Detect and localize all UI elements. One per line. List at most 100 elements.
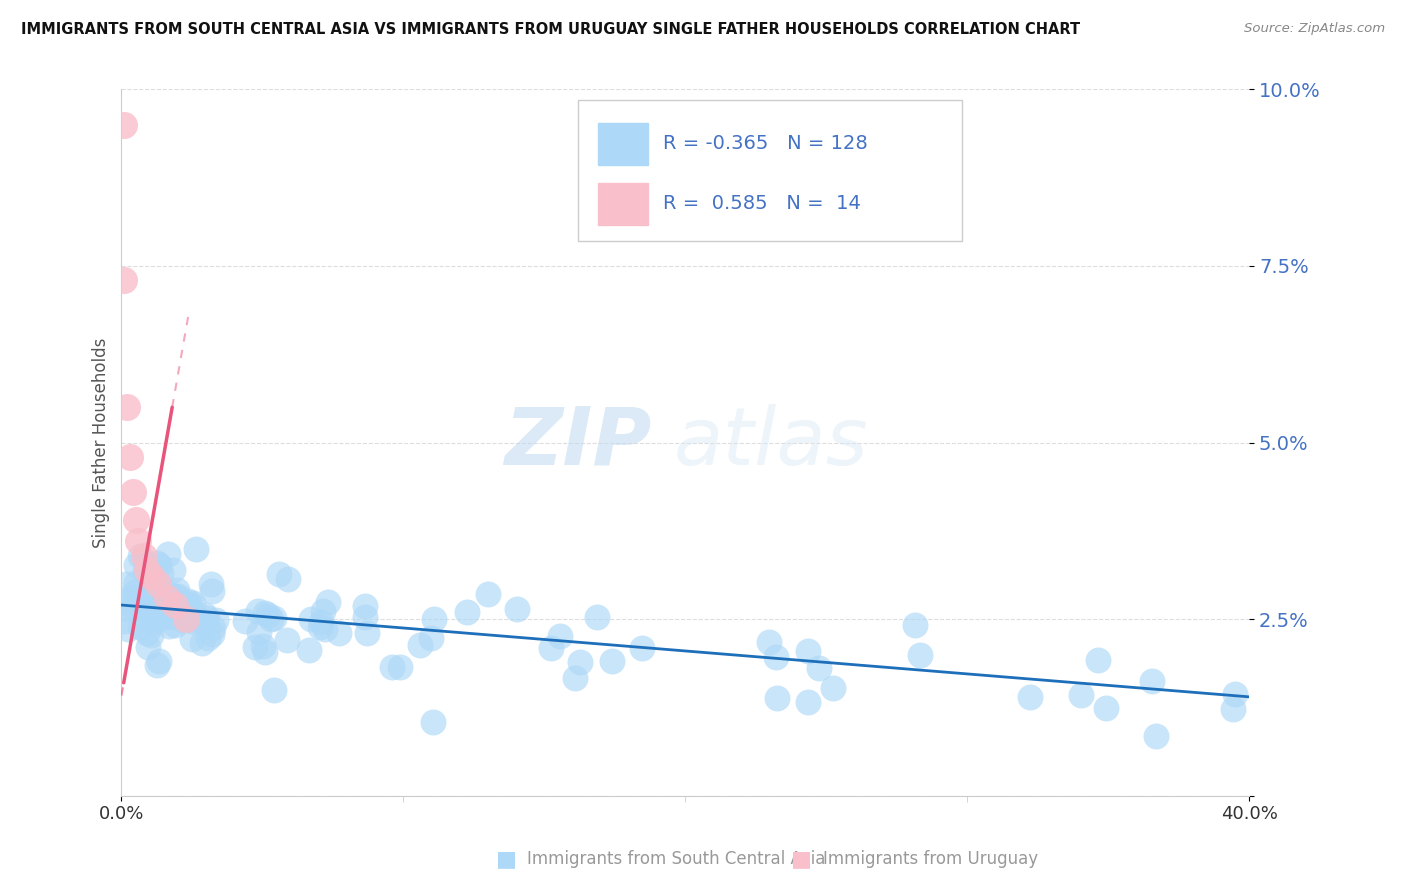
Point bbox=[157, 592, 180, 607]
Point bbox=[142, 616, 165, 631]
Point bbox=[118, 602, 141, 616]
Point bbox=[254, 606, 277, 620]
Point bbox=[177, 607, 200, 622]
Point bbox=[311, 604, 333, 618]
Point bbox=[163, 589, 186, 603]
Point bbox=[1142, 674, 1164, 689]
Point bbox=[139, 608, 162, 623]
Point bbox=[172, 613, 194, 627]
Point bbox=[195, 611, 218, 625]
Point bbox=[176, 599, 198, 613]
Point bbox=[259, 613, 281, 627]
Point bbox=[150, 566, 173, 580]
Point bbox=[120, 591, 142, 605]
Point bbox=[180, 614, 202, 628]
Point bbox=[112, 118, 135, 132]
Point bbox=[422, 715, 444, 730]
Point bbox=[254, 645, 277, 659]
Point bbox=[766, 691, 789, 706]
Point bbox=[1144, 729, 1167, 743]
Point bbox=[263, 682, 285, 697]
Point bbox=[314, 622, 336, 636]
Point bbox=[179, 597, 201, 611]
Point bbox=[1087, 653, 1109, 667]
Point bbox=[162, 563, 184, 577]
Point bbox=[135, 557, 157, 571]
Text: Immigrants from South Central Asia: Immigrants from South Central Asia bbox=[527, 850, 825, 868]
Point bbox=[823, 681, 845, 696]
Point bbox=[309, 620, 332, 634]
Point bbox=[205, 614, 228, 628]
Point bbox=[197, 631, 219, 645]
Point bbox=[201, 584, 224, 599]
Point bbox=[299, 612, 322, 626]
Point bbox=[135, 563, 157, 577]
FancyBboxPatch shape bbox=[599, 184, 648, 225]
Point bbox=[150, 598, 173, 612]
Point bbox=[146, 556, 169, 570]
Point bbox=[1094, 701, 1116, 715]
Point bbox=[145, 658, 167, 673]
Point bbox=[758, 635, 780, 649]
Point bbox=[138, 640, 160, 655]
Text: Immigrants from Uruguay: Immigrants from Uruguay bbox=[823, 850, 1038, 868]
Point bbox=[149, 588, 172, 602]
FancyBboxPatch shape bbox=[578, 100, 962, 241]
Point bbox=[252, 639, 274, 653]
Point bbox=[166, 582, 188, 597]
Text: atlas: atlas bbox=[673, 403, 869, 482]
Point bbox=[125, 558, 148, 572]
Y-axis label: Single Father Households: Single Father Households bbox=[93, 337, 110, 548]
Point bbox=[112, 614, 135, 628]
Point bbox=[808, 661, 831, 675]
Point bbox=[202, 621, 225, 635]
Point bbox=[269, 567, 291, 582]
Point bbox=[124, 576, 146, 591]
Point bbox=[132, 549, 155, 563]
Point bbox=[157, 619, 180, 633]
Point bbox=[115, 401, 138, 415]
Point bbox=[136, 606, 159, 620]
Point bbox=[456, 605, 478, 619]
Point bbox=[505, 601, 527, 615]
Point bbox=[420, 631, 443, 645]
Point bbox=[298, 643, 321, 657]
Point bbox=[160, 610, 183, 624]
Point bbox=[356, 626, 378, 640]
Point bbox=[477, 587, 499, 601]
Point bbox=[167, 589, 190, 603]
Point bbox=[118, 450, 141, 464]
Point bbox=[191, 614, 214, 628]
Point bbox=[127, 534, 149, 549]
Point bbox=[128, 549, 150, 563]
Point bbox=[316, 595, 339, 609]
Point bbox=[796, 695, 818, 709]
Point bbox=[194, 617, 217, 632]
Point bbox=[159, 598, 181, 612]
Text: ■: ■ bbox=[496, 849, 516, 869]
Point bbox=[277, 573, 299, 587]
Point bbox=[585, 610, 607, 624]
Point bbox=[904, 618, 927, 632]
Point bbox=[120, 598, 142, 612]
Point bbox=[139, 582, 162, 596]
Point bbox=[138, 603, 160, 617]
Point bbox=[194, 608, 217, 623]
Point bbox=[136, 625, 159, 640]
Point bbox=[201, 627, 224, 641]
Point bbox=[1070, 688, 1092, 702]
Text: IMMIGRANTS FROM SOUTH CENTRAL ASIA VS IMMIGRANTS FROM URUGUAY SINGLE FATHER HOUS: IMMIGRANTS FROM SOUTH CENTRAL ASIA VS IM… bbox=[21, 22, 1080, 37]
Point bbox=[149, 593, 172, 607]
Point bbox=[200, 577, 222, 591]
Point bbox=[156, 547, 179, 561]
Point bbox=[257, 607, 280, 622]
Point bbox=[163, 618, 186, 632]
Point bbox=[176, 599, 198, 614]
Point bbox=[328, 626, 350, 640]
Point bbox=[146, 612, 169, 626]
Point bbox=[131, 595, 153, 609]
Point bbox=[138, 610, 160, 624]
Point bbox=[121, 485, 143, 500]
Point bbox=[309, 615, 332, 630]
Point bbox=[148, 654, 170, 668]
